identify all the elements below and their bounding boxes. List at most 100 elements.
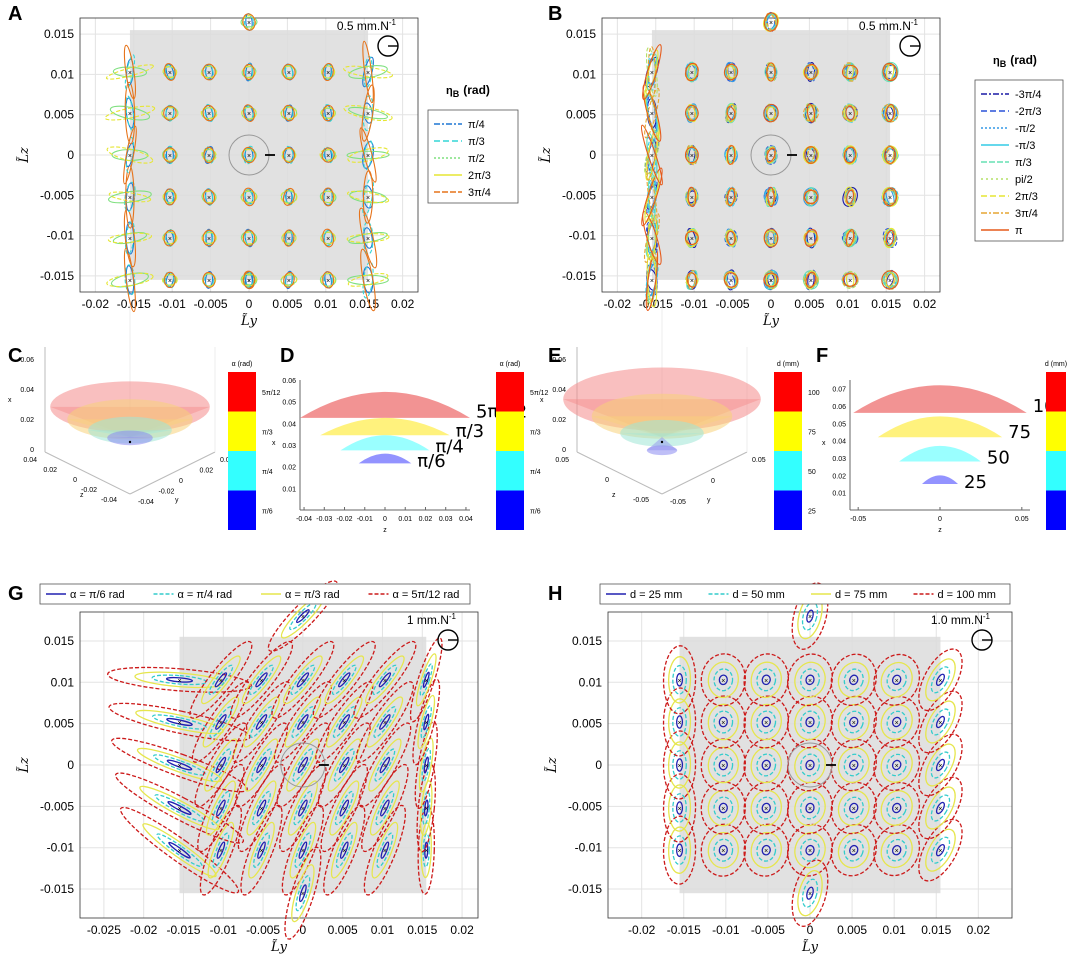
- center-marker: ×: [168, 278, 172, 285]
- stiffness-ellipse: [420, 705, 432, 739]
- stiffness-ellipse: [750, 661, 782, 699]
- stiffness-ellipse: [765, 62, 777, 82]
- stiffness-ellipse: [119, 806, 240, 894]
- center-marker: ×: [424, 720, 428, 727]
- center-marker: ×: [690, 111, 694, 118]
- center-marker: ×: [326, 236, 330, 243]
- colorbar-label: 75: [808, 429, 816, 436]
- stiffness-ellipse: [849, 674, 859, 686]
- stiffness-ellipse: [320, 107, 336, 120]
- stiffness-ellipse: [930, 708, 951, 736]
- x-axis-label: L̃y: [762, 313, 780, 329]
- center-marker: ×: [677, 848, 681, 855]
- x-tick-label: 0.05: [1015, 516, 1029, 523]
- center-marker: ×: [247, 278, 251, 285]
- center-marker: ×: [729, 236, 733, 243]
- stiffness-ellipse: [104, 105, 156, 121]
- stiffness-ellipse: [325, 696, 363, 748]
- axes-frame: [79, 611, 479, 919]
- stiffness-ellipse: [107, 666, 252, 693]
- y-tick-label: 0.05: [832, 421, 846, 428]
- stiffness-ellipse: [805, 674, 815, 686]
- legend-box: [427, 109, 519, 204]
- stiffness-ellipse: [111, 737, 248, 793]
- cap-shape: [922, 475, 958, 484]
- y-tick-label: 0.03: [282, 443, 296, 450]
- center-marker: ×: [383, 806, 387, 813]
- stiffness-ellipse: [422, 671, 430, 689]
- stiffness-ellipse: [338, 672, 351, 688]
- y-tick-label: -0.01: [575, 841, 603, 855]
- stiffness-ellipse: [347, 274, 389, 286]
- center-marker: ×: [764, 848, 768, 855]
- stiffness-ellipse: [791, 582, 829, 650]
- stiffness-ellipse: [105, 64, 154, 80]
- center-marker: ×: [729, 70, 733, 77]
- stiffness-ellipse: [925, 786, 956, 830]
- stiffness-ellipse: [283, 655, 323, 705]
- stiffness-ellipse: [161, 273, 178, 286]
- center-marker: ×: [650, 236, 654, 243]
- cap-shape: [853, 385, 1027, 413]
- stiffness-ellipse: [202, 63, 216, 81]
- y-tick-label: 0.02: [282, 465, 296, 472]
- stiffness-ellipse: [723, 63, 739, 81]
- stiffness-ellipse: [154, 794, 205, 822]
- right-tick-label: 0: [179, 478, 183, 485]
- stiffness-ellipse: [349, 190, 387, 204]
- right-tick-label: 0.05: [752, 457, 766, 464]
- stiffness-ellipse: [285, 270, 293, 290]
- stiffness-ellipse: [750, 746, 782, 784]
- stiffness-ellipse: [718, 716, 728, 728]
- scale-label: 0.5 mm.N-1: [859, 18, 919, 33]
- left-tick-label: -0.02: [81, 487, 97, 494]
- stiffness-ellipse: [723, 272, 739, 288]
- x-tick-label: 0.01: [371, 923, 395, 937]
- stiffness-ellipse: [322, 146, 334, 164]
- stiffness-ellipse: [284, 230, 294, 246]
- center-marker: ×: [219, 678, 223, 685]
- z-tick-label: 0.06: [552, 357, 566, 364]
- scale-exponent: -1: [389, 18, 397, 27]
- stiffness-ellipse: [925, 658, 956, 702]
- stiffness-ellipse: [282, 63, 296, 81]
- stiffness-ellipse: [846, 189, 855, 205]
- center-marker: ×: [895, 720, 899, 727]
- legend-entry: α = 5π/12 rad: [393, 589, 460, 601]
- stiffness-ellipse: [873, 653, 921, 706]
- y-tick-label: 0.06: [282, 378, 296, 385]
- stiffness-ellipse: [290, 664, 316, 696]
- stiffness-ellipse: [672, 750, 687, 780]
- stiffness-ellipse: [241, 655, 282, 705]
- stiffness-ellipse: [375, 790, 395, 826]
- stiffness-ellipse: [925, 743, 956, 787]
- stiffness-ellipse: [805, 271, 817, 288]
- stiffness-ellipse: [376, 832, 394, 868]
- stiffness-ellipse: [843, 753, 864, 777]
- stiffness-ellipse: [201, 148, 217, 162]
- stiffness-ellipse: [640, 124, 663, 186]
- stiffness-ellipse: [142, 823, 217, 878]
- stiffness-ellipse: [240, 16, 258, 28]
- stiffness-ellipse: [320, 231, 336, 245]
- stiffness-ellipse: [662, 687, 697, 757]
- panel-F: -0.05 0 0.05 0.01 0.02 0.03 0.04 0.05 0.06 0.07 z x…: [822, 380, 1067, 534]
- stiffness-ellipse: [165, 104, 175, 122]
- y-tick-label: -0.01: [47, 841, 75, 855]
- stiffness-ellipse: [346, 150, 390, 160]
- stiffness-ellipse: [805, 844, 815, 856]
- x-tick-label: 0.005: [328, 923, 358, 937]
- stiffness-ellipse: [359, 127, 377, 183]
- center-marker: ×: [690, 70, 694, 77]
- y-tick-label: -0.005: [568, 799, 602, 813]
- stiffness-ellipse: [725, 61, 737, 83]
- cap-shape: [340, 435, 430, 451]
- stiffness-ellipse: [379, 714, 391, 730]
- left-tick-label: 0: [73, 477, 77, 484]
- center-marker: ×: [721, 848, 725, 855]
- center-marker: ×: [301, 614, 305, 621]
- stiffness-ellipse: [284, 104, 294, 122]
- stiffness-ellipse: [339, 841, 349, 859]
- panel-G: -0.025 -0.02 -0.015 -0.01 -0.005 0 0.005 0.01 0.…: [16, 580, 479, 955]
- stiffness-ellipse: [338, 756, 350, 774]
